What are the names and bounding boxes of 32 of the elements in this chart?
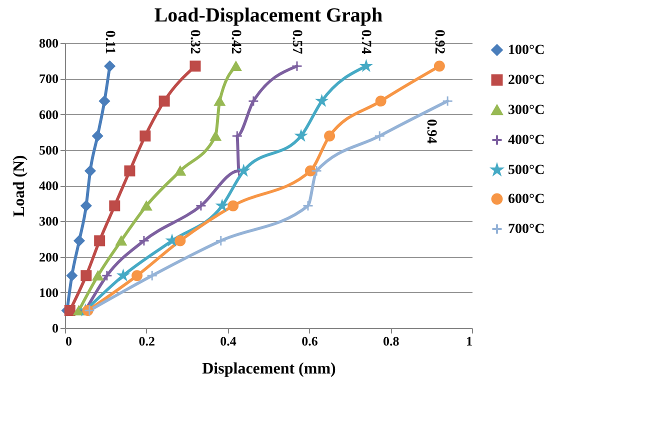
x-axis-title: Displacement (mm) xyxy=(202,360,336,378)
y-tick-label: 0 xyxy=(52,320,58,336)
x-tick-label: 0.6 xyxy=(302,334,318,348)
annotation: 0.57 xyxy=(288,30,304,54)
legend-label: 200°C xyxy=(508,73,545,88)
y-tick-label: 600 xyxy=(39,106,58,122)
annotation: 0.94 xyxy=(424,119,439,144)
y-tick-label: 200 xyxy=(39,249,58,264)
y-axis-title: Load (N) xyxy=(11,155,28,217)
legend-label: 600°C xyxy=(508,192,545,207)
annotation: 0.92 xyxy=(431,30,446,54)
legend-label: 400°C xyxy=(508,133,545,148)
annotation: 0.11 xyxy=(102,30,117,54)
x-tick-label: 0.8 xyxy=(382,334,400,348)
x-tick-label: 1 xyxy=(466,334,472,348)
x-tick-label: 0 xyxy=(66,334,72,348)
legend-label: 500°C xyxy=(508,163,545,178)
annotation: 0.74 xyxy=(358,30,374,54)
annotation: 0.42 xyxy=(228,30,243,54)
legend-label: 100°C xyxy=(508,43,545,58)
y-tick-label: 300 xyxy=(39,214,58,229)
y-tick-label: 100 xyxy=(39,284,58,300)
x-tick-label: 0.2 xyxy=(138,334,156,348)
annotation: 0.32 xyxy=(187,30,202,54)
legend-label: 700°C xyxy=(508,222,545,237)
y-tick-label: 400 xyxy=(39,178,58,193)
legend-label: 300°C xyxy=(508,103,545,118)
y-tick-label: 800 xyxy=(39,36,58,50)
chart-title: Load-Displacement Graph xyxy=(154,4,383,27)
x-tick-label: 0.4 xyxy=(220,334,237,348)
y-tick-label: 500 xyxy=(39,142,58,158)
y-tick-label: 700 xyxy=(39,71,58,86)
